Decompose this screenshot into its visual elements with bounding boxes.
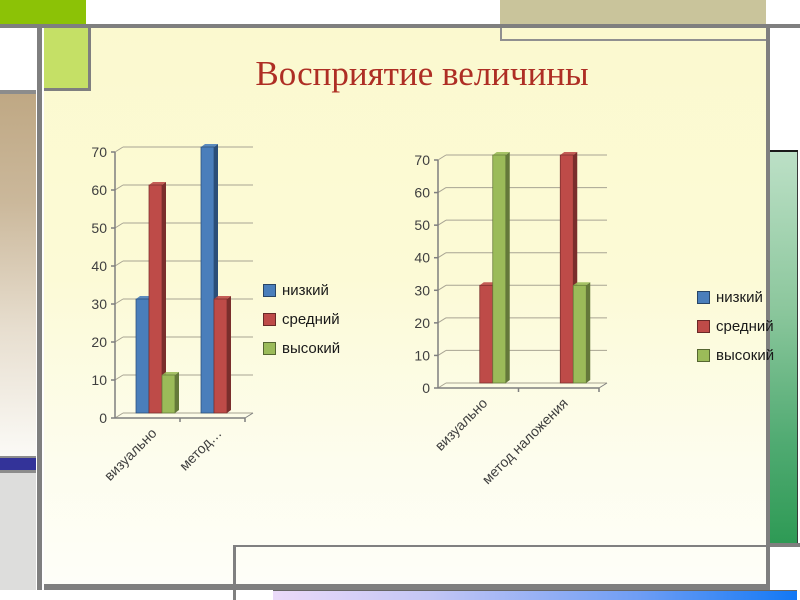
- legend-swatch-high-icon: [263, 342, 276, 355]
- legend-swatch-medium-icon: [697, 320, 710, 333]
- legend-label-high: высокий: [282, 340, 341, 357]
- svg-text:20: 20: [414, 315, 430, 331]
- frame-left-tan-column: [0, 94, 36, 456]
- svg-text:70: 70: [414, 152, 430, 168]
- svg-text:60: 60: [414, 185, 430, 201]
- legend-item-medium: средний: [697, 318, 774, 335]
- svg-text:40: 40: [414, 250, 430, 266]
- frame-right-vertical-line: [766, 28, 770, 584]
- legend-item-high: высокий: [263, 340, 340, 357]
- frame-tab-line-horizontal: [500, 39, 766, 41]
- svg-text:0: 0: [99, 410, 107, 426]
- svg-text:30: 30: [91, 296, 107, 312]
- svg-text:0: 0: [422, 380, 430, 396]
- legend-label-high: высокий: [716, 347, 775, 364]
- frame-top-line: [0, 24, 800, 28]
- legend-swatch-high-icon: [697, 349, 710, 362]
- slide-title: Восприятие величины: [255, 54, 589, 93]
- frame-left-gray-column: [0, 473, 36, 590]
- frame-bottom-box-vertical: [233, 545, 236, 600]
- frame-tab-line-vertical: [500, 28, 502, 41]
- svg-text:10: 10: [414, 347, 430, 363]
- svg-text:метод…: метод…: [176, 425, 225, 474]
- svg-text:50: 50: [414, 217, 430, 233]
- frame-navy-strip: [0, 458, 36, 470]
- svg-text:30: 30: [414, 282, 430, 298]
- frame-bottom-box-horizontal: [236, 545, 766, 547]
- svg-text:20: 20: [91, 334, 107, 350]
- legend-item-low: низкий: [697, 289, 774, 306]
- legend-label-medium: средний: [282, 311, 340, 328]
- legend-right: низкий средний высокий: [697, 289, 774, 364]
- frame-light-green-square: [44, 28, 91, 91]
- legend-item-high: высокий: [697, 347, 774, 364]
- legend-label-low: низкий: [716, 289, 763, 306]
- legend-label-medium: средний: [716, 318, 774, 335]
- frame-left-divider: [0, 90, 36, 94]
- frame-bottom-gradient-bar: [273, 590, 797, 600]
- svg-text:визуально: визуально: [432, 395, 491, 454]
- legend-left: низкий средний высокий: [263, 282, 340, 357]
- legend-swatch-medium-icon: [263, 313, 276, 326]
- svg-text:40: 40: [91, 258, 107, 274]
- svg-text:визуально: визуально: [101, 425, 160, 484]
- legend-label-low: низкий: [282, 282, 329, 299]
- svg-text:60: 60: [91, 182, 107, 198]
- frame-left-vertical-line: [37, 28, 42, 590]
- legend-item-medium: средний: [263, 311, 340, 328]
- frame-right-white-column: [770, 28, 798, 150]
- frame-navy-border-bottom: [0, 470, 36, 473]
- legend-item-low: низкий: [263, 282, 340, 299]
- frame-top-tan-bar: [500, 0, 766, 24]
- frame-right-black-line: [770, 150, 798, 152]
- legend-swatch-low-icon: [263, 284, 276, 297]
- frame-right-mid-line: [766, 543, 800, 547]
- bar-chart-left: 0 10 20 30 40 50 60 70 визуально метод…: [91, 144, 254, 484]
- frame-top-left-green-block: [0, 0, 86, 24]
- legend-swatch-low-icon: [697, 291, 710, 304]
- frame-right-green-column: [770, 152, 798, 543]
- svg-text:метод наложения: метод наложения: [479, 395, 571, 487]
- frame-bottom-thick-line: [44, 584, 770, 590]
- svg-text:10: 10: [91, 372, 107, 388]
- svg-text:70: 70: [91, 144, 107, 160]
- frame-navy-border-top: [0, 456, 36, 458]
- svg-text:50: 50: [91, 220, 107, 236]
